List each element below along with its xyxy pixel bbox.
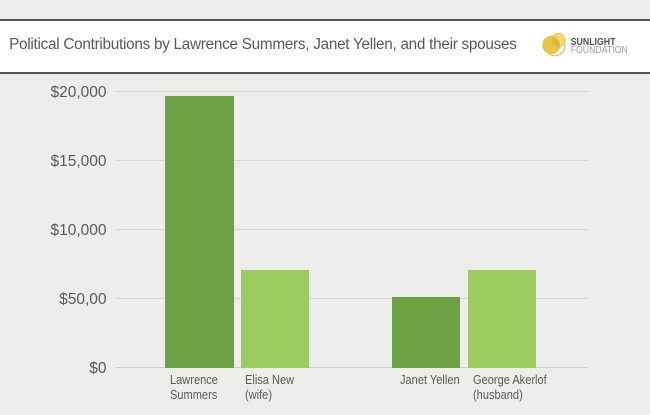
svg-text:SUNLIGHT: SUNLIGHT (571, 37, 616, 49)
svg-text:FOUNDATION: FOUNDATION (571, 44, 628, 56)
